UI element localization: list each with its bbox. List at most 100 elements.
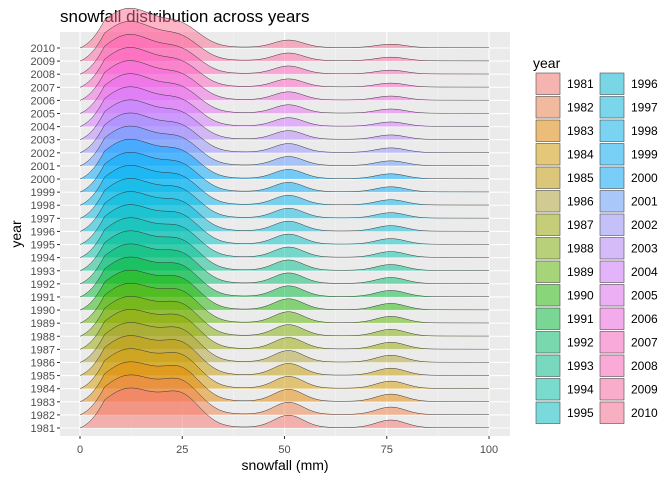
y-tick-label: 1984 [31, 384, 55, 396]
x-axis-title: snowfall (mm) [241, 457, 328, 473]
legend-swatch-1999 [599, 143, 625, 166]
legend: year 1981 1982 1983 1984 1985 1986 1987 1988 198… [533, 55, 658, 425]
legend-swatch-1988 [535, 237, 561, 260]
legend-swatch-2008 [599, 354, 625, 377]
legend-label-1989: 1989 [567, 265, 594, 279]
x-tick-label: 25 [176, 444, 188, 456]
chart-title: snowfall distribution across years [60, 7, 309, 26]
y-tick-label: 2008 [31, 69, 55, 81]
legend-label-1982: 1982 [567, 100, 594, 114]
y-tick-label: 1985 [31, 371, 55, 383]
legend-swatch-1990 [535, 284, 561, 307]
density-outline-1992 [79, 243, 490, 285]
y-tick-label: 1997 [31, 213, 55, 225]
x-tick-label: 75 [381, 444, 393, 456]
legend-label-1988: 1988 [567, 241, 594, 255]
y-tick-label: 2009 [31, 56, 55, 68]
y-tick-label: 1986 [31, 357, 55, 369]
legend-label-1999: 1999 [631, 147, 658, 161]
legend-swatch-1994 [535, 378, 561, 401]
density-outline-1990 [79, 269, 489, 311]
density-outline-2010 [79, 7, 489, 49]
y-tick-label: 1993 [31, 266, 55, 278]
legend-label-1994: 1994 [567, 382, 594, 396]
density-outline-1999 [79, 152, 489, 193]
y-tick-label: 2002 [31, 148, 55, 160]
legend-swatch-2003 [599, 237, 625, 260]
legend-label-2007: 2007 [631, 335, 658, 349]
legend-label-2009: 2009 [631, 382, 658, 396]
legend-label-1981: 1981 [567, 77, 594, 91]
y-tick-label: 2006 [31, 95, 55, 107]
density-outline-1989 [79, 282, 490, 324]
legend-swatch-1989 [535, 260, 561, 283]
y-tick-label: 2001 [31, 161, 55, 173]
x-axis: 0 25 50 75 100 [77, 436, 498, 456]
y-tick-label: 1996 [31, 226, 55, 238]
legend-label-2004: 2004 [631, 265, 658, 279]
density-outline-2005 [79, 73, 489, 114]
y-tick-label: 1999 [31, 187, 55, 199]
legend-label-1986: 1986 [567, 194, 594, 208]
legend-swatch-1986 [535, 190, 561, 213]
legend-label-1985: 1985 [567, 171, 594, 185]
legend-swatch-1981 [535, 72, 561, 95]
legend-swatch-1991 [535, 307, 561, 330]
density-outline-1988 [79, 296, 489, 337]
legend-label-2001: 2001 [631, 194, 658, 208]
legend-swatch-1993 [535, 354, 561, 377]
legend-label-2000: 2000 [631, 171, 658, 185]
y-tick-label: 1983 [31, 397, 55, 409]
legend-label-2003: 2003 [631, 241, 658, 255]
legend-swatch-2001 [599, 190, 625, 213]
legend-swatch-1997 [599, 96, 625, 119]
legend-label-2002: 2002 [631, 218, 658, 232]
density-outline-1984 [79, 348, 489, 389]
density-outline-1981 [79, 387, 489, 429]
legend-swatch-1982 [535, 96, 561, 119]
density-outline-1991 [79, 256, 489, 298]
legend-title: year [533, 55, 561, 71]
density-outline-1994 [79, 217, 489, 258]
density-outline-2007 [79, 47, 489, 88]
x-tick-label: 0 [77, 444, 83, 456]
density-outline-1995 [79, 204, 490, 245]
y-tick-label: 1991 [31, 292, 55, 304]
y-tick-label: 1987 [31, 344, 55, 356]
density-outline-1985 [79, 335, 489, 376]
legend-label-1990: 1990 [567, 288, 594, 302]
y-tick-label: 1981 [31, 423, 55, 435]
y-tick-label: 2007 [31, 82, 55, 94]
legend-swatch-1996 [599, 72, 625, 95]
legend-swatch-2004 [599, 260, 625, 283]
density-outline-1982 [79, 374, 489, 416]
legend-label-2008: 2008 [631, 359, 658, 373]
density-outline-1996 [79, 191, 489, 232]
y-tick-label: 1989 [31, 318, 55, 330]
y-tick-label: 2000 [31, 174, 55, 186]
density-outline-2000 [79, 138, 489, 180]
density-outline-2004 [79, 86, 489, 127]
legend-swatch-1984 [535, 143, 561, 166]
legend-label-1996: 1996 [631, 77, 658, 91]
legend-label-2006: 2006 [631, 312, 658, 326]
legend-swatch-2002 [599, 213, 625, 236]
legend-label-1991: 1991 [567, 312, 594, 326]
legend-label-2010: 2010 [631, 406, 658, 420]
legend-swatch-2009 [599, 378, 625, 401]
y-tick-label: 2003 [31, 135, 55, 147]
density-outline-2006 [79, 60, 489, 101]
density-outline-2009 [79, 21, 489, 62]
y-tick-label: 2010 [31, 43, 55, 55]
legend-label-1983: 1983 [567, 124, 594, 138]
y-tick-label: 2005 [31, 109, 55, 121]
legend-swatch-2000 [599, 166, 625, 189]
legend-swatch-2006 [599, 307, 625, 330]
legend-label-1984: 1984 [567, 147, 594, 161]
y-tick-label: 1990 [31, 305, 55, 317]
ridges [79, 7, 490, 429]
legend-label-1993: 1993 [567, 359, 594, 373]
x-tick-label: 50 [278, 444, 290, 456]
